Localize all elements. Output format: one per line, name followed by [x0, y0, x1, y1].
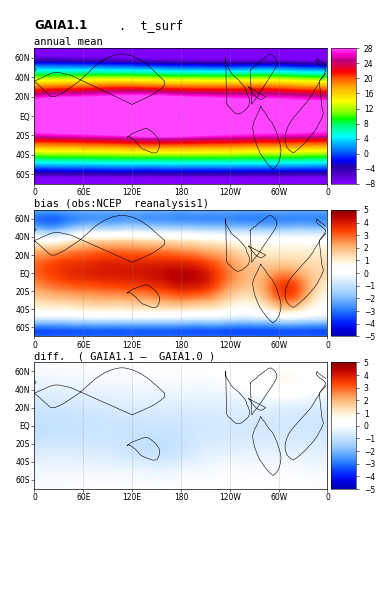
- Text: bias (obs:NCEP  reanalysis1): bias (obs:NCEP reanalysis1): [34, 198, 210, 209]
- Text: annual mean: annual mean: [34, 37, 103, 47]
- Text: diff.  ( GAIA1.1 —  GAIA1.0 ): diff. ( GAIA1.1 — GAIA1.0 ): [34, 351, 216, 361]
- Text: .  t_surf: . t_surf: [119, 19, 183, 32]
- Text: GAIA1.1: GAIA1.1: [34, 19, 88, 32]
